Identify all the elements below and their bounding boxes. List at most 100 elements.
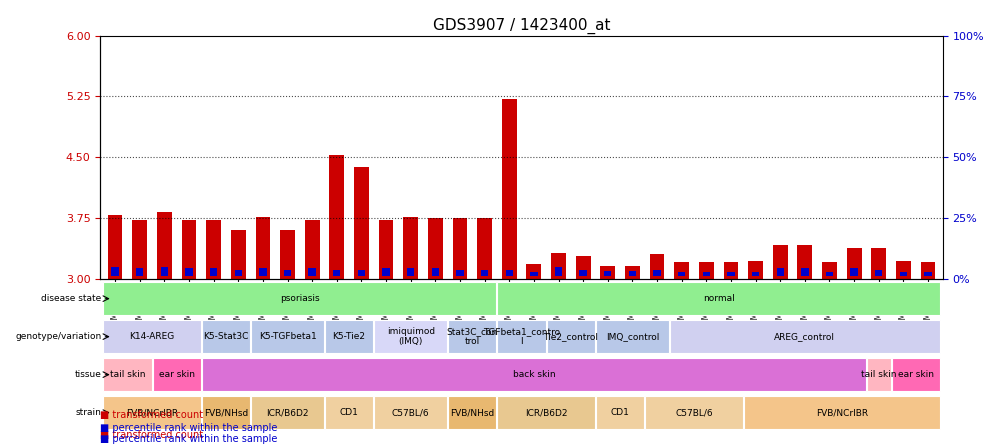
Bar (333, 270, 340, 276)
Title: GDS3907 / 1423400_at: GDS3907 / 1423400_at (433, 18, 609, 34)
Bar (702, 272, 709, 276)
FancyBboxPatch shape (448, 396, 496, 429)
FancyBboxPatch shape (669, 321, 939, 353)
Bar (132, 220, 147, 279)
FancyBboxPatch shape (201, 321, 249, 353)
FancyBboxPatch shape (448, 321, 496, 353)
Text: Tie2_control: Tie2_control (543, 332, 598, 341)
Bar (899, 272, 906, 276)
Text: FVB/NCrIBR: FVB/NCrIBR (126, 408, 178, 417)
Bar (329, 155, 344, 279)
Bar (822, 262, 836, 279)
Bar (230, 230, 245, 279)
FancyBboxPatch shape (103, 358, 151, 391)
FancyBboxPatch shape (250, 321, 324, 353)
Text: ICR/B6D2: ICR/B6D2 (266, 408, 309, 417)
Text: psoriasis: psoriasis (280, 294, 320, 303)
Bar (628, 271, 635, 276)
FancyBboxPatch shape (374, 321, 447, 353)
Bar (358, 270, 365, 276)
Bar (185, 268, 192, 276)
Bar (554, 266, 562, 276)
Bar (501, 99, 516, 279)
Bar (850, 268, 857, 276)
Text: K5-Tie2: K5-Tie2 (333, 332, 366, 341)
Bar (309, 268, 316, 276)
Bar (776, 268, 784, 276)
Bar (801, 268, 808, 276)
FancyBboxPatch shape (103, 282, 496, 315)
Text: K14-AREG: K14-AREG (129, 332, 174, 341)
Bar (550, 253, 565, 279)
Text: CD1: CD1 (340, 408, 358, 417)
Bar (526, 264, 541, 279)
Bar (871, 248, 886, 279)
Text: imiquimod
(IMQ): imiquimod (IMQ) (386, 327, 434, 346)
Bar (874, 270, 882, 276)
Bar (673, 262, 688, 279)
Bar (825, 272, 833, 276)
Bar (603, 271, 611, 276)
Bar (846, 248, 861, 279)
Bar (722, 262, 737, 279)
Text: ear skin: ear skin (897, 370, 933, 379)
Text: back skin: back skin (512, 370, 555, 379)
Text: ■ transformed count: ■ transformed count (100, 429, 203, 440)
Text: K5-TGFbeta1: K5-TGFbeta1 (259, 332, 316, 341)
Text: strain: strain (75, 408, 101, 417)
Bar (477, 218, 492, 279)
FancyBboxPatch shape (595, 396, 643, 429)
Bar (920, 262, 935, 279)
Text: ■ percentile rank within the sample: ■ percentile rank within the sample (100, 434, 278, 444)
Text: genotype/variation: genotype/variation (15, 332, 101, 341)
Bar (624, 266, 639, 279)
FancyBboxPatch shape (866, 358, 890, 391)
Bar (752, 272, 759, 276)
Bar (209, 268, 217, 276)
FancyBboxPatch shape (497, 282, 939, 315)
Bar (259, 268, 267, 276)
Bar (407, 268, 414, 276)
Bar (652, 270, 660, 276)
Bar (156, 212, 171, 279)
Bar (452, 218, 467, 279)
Text: ICR/B6D2: ICR/B6D2 (524, 408, 567, 417)
Text: tail skin: tail skin (860, 370, 896, 379)
Bar (698, 262, 713, 279)
Bar (895, 261, 910, 279)
Text: TGFbeta1_contro
l: TGFbeta1_contro l (483, 327, 559, 346)
Text: normal: normal (702, 294, 733, 303)
Text: FVB/NHsd: FVB/NHsd (203, 408, 247, 417)
Bar (382, 268, 390, 276)
Text: ■ transformed count: ■ transformed count (100, 409, 203, 420)
FancyBboxPatch shape (325, 321, 373, 353)
FancyBboxPatch shape (152, 358, 200, 391)
FancyBboxPatch shape (497, 396, 594, 429)
FancyBboxPatch shape (595, 321, 668, 353)
Bar (256, 217, 270, 279)
Bar (403, 217, 418, 279)
Text: tissue: tissue (74, 370, 101, 379)
Text: FVB/NHsd: FVB/NHsd (450, 408, 494, 417)
FancyBboxPatch shape (497, 321, 545, 353)
Bar (505, 270, 512, 276)
FancyBboxPatch shape (201, 396, 249, 429)
Bar (431, 268, 439, 276)
FancyBboxPatch shape (103, 321, 200, 353)
Bar (284, 270, 291, 276)
Text: disease state: disease state (41, 294, 101, 303)
Text: IMQ_control: IMQ_control (605, 332, 658, 341)
Text: C57BL/6: C57BL/6 (392, 408, 429, 417)
Bar (428, 218, 442, 279)
Bar (649, 254, 663, 279)
Text: C57BL/6: C57BL/6 (674, 408, 712, 417)
Bar (924, 272, 931, 276)
Bar (600, 266, 614, 279)
Bar (575, 256, 590, 279)
FancyBboxPatch shape (644, 396, 742, 429)
Bar (305, 220, 320, 279)
Bar (160, 266, 168, 276)
Bar (579, 270, 586, 276)
FancyBboxPatch shape (201, 358, 865, 391)
Bar (107, 215, 122, 279)
